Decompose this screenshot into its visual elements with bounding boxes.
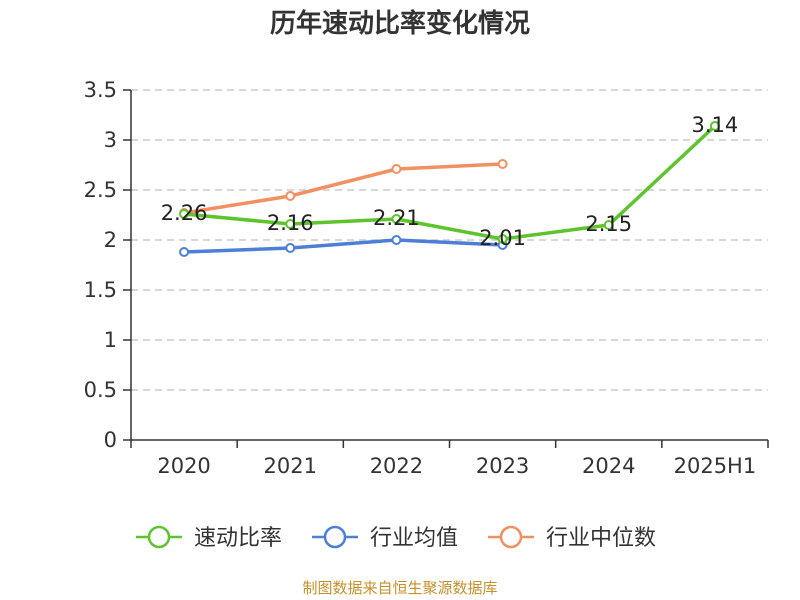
x-tick-label: 2023	[476, 454, 529, 478]
y-tick-label: 2.5	[84, 178, 117, 202]
series-line	[182, 162, 505, 215]
y-tick-label: 0	[104, 428, 117, 452]
x-tick-label: 2020	[157, 454, 210, 478]
legend-marker	[499, 525, 523, 549]
series-lines	[179, 121, 720, 257]
gridlines	[131, 89, 768, 391]
y-tick-label: 1	[104, 328, 117, 352]
data-label: 2.21	[373, 206, 420, 230]
series-line	[182, 124, 717, 241]
legend-label: 速动比率	[194, 526, 282, 551]
data-point	[285, 243, 296, 253]
x-tick-label: 2021	[264, 454, 317, 478]
legend[interactable]: 速动比率 行业均值 行业中位数	[136, 525, 656, 551]
data-point	[391, 164, 402, 174]
chart-title: 历年速动比率变化情况	[269, 9, 530, 39]
y-tick-label: 1.5	[84, 278, 117, 302]
x-tick-label: 2024	[582, 454, 635, 478]
data-point	[497, 234, 508, 244]
data-point	[709, 121, 720, 131]
data-label: 3.14	[692, 113, 739, 137]
legend-item[interactable]: 行业中位数	[488, 525, 656, 551]
x-tick-label: 2025H1	[674, 454, 757, 478]
legend-marker	[323, 525, 347, 549]
data-label: 2.15	[585, 212, 632, 236]
y-tick-label: 3.5	[84, 78, 117, 102]
x-tick-label: 2022	[370, 454, 423, 478]
data-point	[391, 214, 402, 224]
series-line	[182, 238, 505, 254]
legend-item[interactable]: 行业均值	[312, 525, 458, 551]
data-label: 2.26	[161, 201, 208, 225]
data-point	[285, 191, 296, 201]
data-point	[179, 247, 190, 257]
y-tick-label: 2	[104, 228, 117, 252]
data-label: 2.16	[267, 211, 314, 235]
legend-label: 行业中位数	[546, 526, 656, 551]
legend-marker	[147, 525, 171, 549]
data-label: 2.01	[479, 226, 526, 250]
y-tick-label: 3	[104, 128, 117, 152]
axes: 0 0.5 1 1.5 2 2.5 3 3.5 2020 2021 2022 2023 2024 2025…	[84, 78, 769, 478]
legend-label: 行业均值	[370, 526, 458, 551]
data-point	[391, 235, 402, 245]
data-point	[603, 220, 614, 230]
data-point	[285, 219, 296, 229]
source-note: 制图数据来自恒生聚源数据库	[302, 579, 498, 597]
data-point	[179, 209, 190, 219]
data-point	[497, 159, 508, 169]
legend-item[interactable]: 速动比率	[136, 525, 282, 551]
y-tick-label: 0.5	[84, 378, 117, 402]
data-labels: 2.26 2.16 2.21 2.01 2.15 3.14	[161, 113, 739, 250]
